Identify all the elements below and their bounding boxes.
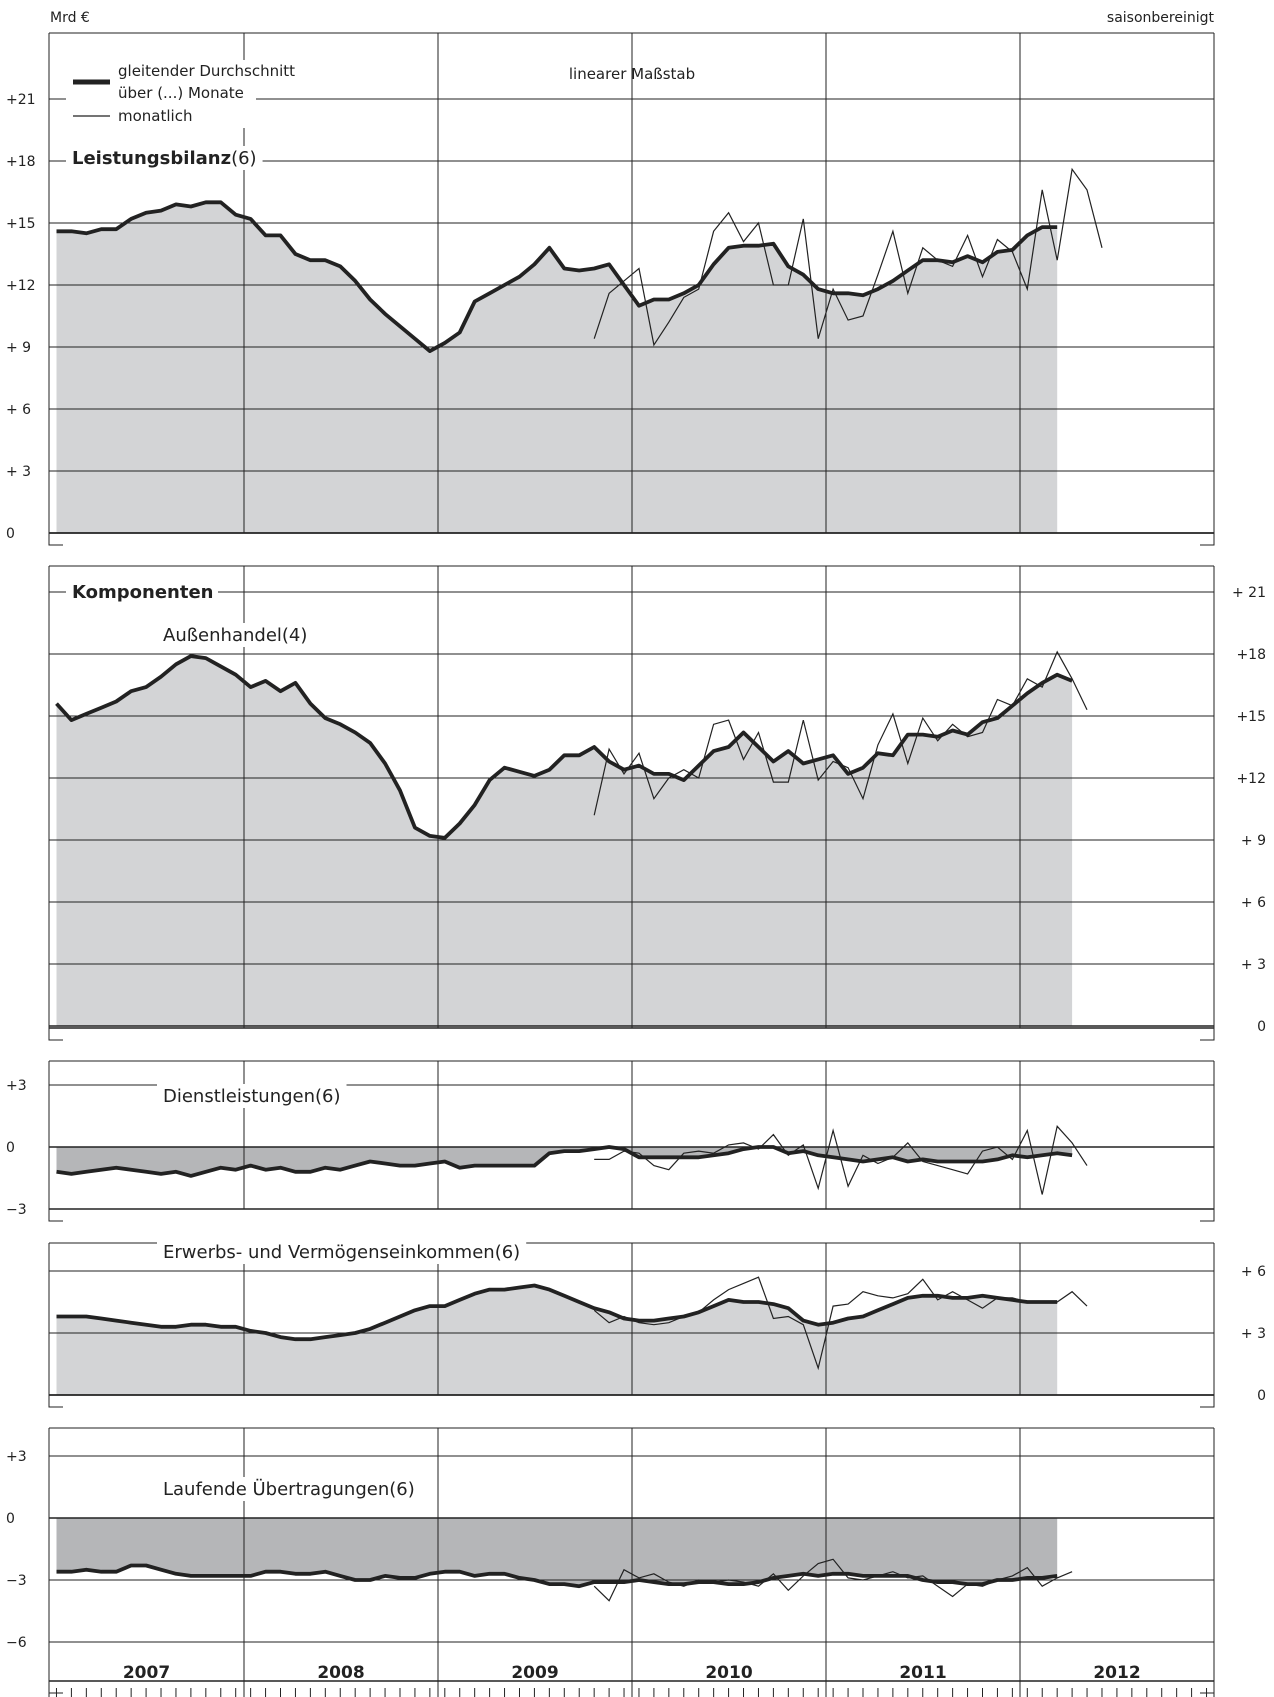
aussenhandel-title-text: Außenhandel [163, 625, 282, 646]
leistungsbilanz-window-text: (6) [231, 148, 257, 169]
leistungsbilanz-tick-label: + 3 [6, 464, 31, 480]
dienstleistungen-title: Dienstleistungen (6) [157, 1084, 347, 1108]
aussenhandel-tick-label: +18 [1236, 647, 1266, 663]
aussenhandel-tick-label: 0 [1257, 1019, 1266, 1035]
leistungsbilanz-tick-label: + 6 [6, 402, 31, 418]
dienstleistungen-title-backing [157, 1084, 347, 1108]
panel-dienstleistungen: −3 0 +3 Dienstleistungen (6) [6, 1060, 1215, 1222]
legend: gleitender Durchschnitt über (...) Monat… [73, 62, 295, 125]
erwerbseinkommen-tick-label: 0 [1257, 1388, 1266, 1404]
aussenhandel-average-line [55, 654, 1073, 840]
uebertragungen-window-text: (6) [389, 1479, 415, 1500]
leistungsbilanz-bracket [48, 533, 63, 546]
aussenhandel-window-text: (4) [282, 625, 308, 646]
aussenhandel-title: Außenhandel (4) [157, 623, 314, 647]
erwerbseinkommen-tick-label: + 3 [1241, 1326, 1266, 1342]
erwerbseinkommen-title-text: Erwerbs- und Vermögenseinkommen [163, 1242, 495, 1263]
adjustment-note: saisonbereinigt [1107, 10, 1215, 26]
uebertragungen-area [56, 1518, 1058, 1587]
year-label-2010: 2010 [705, 1663, 752, 1683]
erwerbseinkommen-bracket [1200, 1395, 1215, 1408]
dienstleistungen-title-text: Dienstleistungen [163, 1086, 315, 1107]
erwerbseinkommen-title: Erwerbs- und Vermögenseinkommen (6) [157, 1240, 527, 1264]
leistungsbilanz-tick-label: + 9 [6, 340, 31, 356]
uebertragungen-tick-label: −3 [6, 1573, 27, 1589]
year-label-2008: 2008 [317, 1663, 364, 1683]
year-axis: 2007 2008 2009 2010 2011 2012 [48, 1663, 1215, 1697]
leistungsbilanz-area [56, 202, 1058, 534]
panels: 0 + 3 + 6 + 9 +12 +15 +18 +21 Leistungsbilanz (6… [6, 32, 1266, 1694]
erwerbseinkommen-window-text: (6) [495, 1242, 521, 1263]
legend-avg-label-1: gleitender Durchschnitt [118, 62, 295, 80]
section-title-komponenten: Komponenten [72, 582, 213, 603]
leistungsbilanz-title-text: Leistungsbilanz [72, 148, 231, 169]
uebertragungen-title-text: Laufende Übertragungen [163, 1478, 389, 1500]
uebertragungen-average-line [56, 1563, 1058, 1589]
aussenhandel-bracket [1200, 1028, 1215, 1041]
leistungsbilanz-tick-label: +15 [6, 216, 36, 232]
leistungsbilanz-tick-label: +18 [6, 154, 36, 170]
panel-aussenhandel: 0 + 3 + 6 + 9 +12 +15 +18 + 21 Außenhandel (4) [48, 565, 1266, 1041]
uebertragungen-tick-label: +3 [6, 1449, 27, 1465]
dienstleistungen-window-text: (6) [315, 1086, 341, 1107]
aussenhandel-tick-label: + 3 [1241, 957, 1266, 973]
erwerbseinkommen-area [56, 1285, 1058, 1395]
year-label-2007: 2007 [123, 1663, 170, 1683]
aussenhandel-tick-label: + 6 [1241, 895, 1266, 911]
leistungsbilanz-title-backing [66, 146, 263, 170]
leistungsbilanz-monthly-line [593, 167, 1103, 347]
year-label-2011: 2011 [899, 1663, 946, 1683]
leistungsbilanz-bracket [1200, 533, 1215, 546]
aussenhandel-title-backing [157, 623, 314, 647]
uebertragungen-tick-label: 0 [6, 1511, 15, 1527]
dienstleistungen-tick-label: −3 [6, 1202, 27, 1218]
section-title-backing [66, 582, 218, 606]
dienstleistungen-tick-label: +3 [6, 1078, 27, 1094]
leistungsbilanz-tick-label: +21 [6, 92, 36, 108]
aussenhandel-tick-label: + 21 [1232, 585, 1266, 601]
dienstleistungen-bracket [48, 1209, 63, 1222]
leistungsbilanz-title: Leistungsbilanz (6) [66, 146, 263, 170]
aussenhandel-bracket [48, 1028, 63, 1041]
erwerbseinkommen-average-line [56, 1283, 1058, 1342]
erwerbseinkommen-title-backing [157, 1240, 527, 1264]
year-label-2012: 2012 [1093, 1663, 1140, 1683]
legend-backing [66, 60, 256, 128]
aussenhandel-tick-label: +15 [1236, 709, 1266, 725]
dienstleistungen-bracket [1200, 1209, 1215, 1222]
dienstleistungen-tick-label: 0 [6, 1140, 15, 1156]
scale-note: linearer Maßstab [569, 65, 695, 83]
dienstleistungen-average-line [56, 1145, 1073, 1178]
uebertragungen-tick-label: −6 [6, 1635, 27, 1651]
uebertragungen-title: Laufende Übertragungen (6) [157, 1477, 421, 1501]
legend-monthly-label: monatlich [118, 107, 192, 125]
aussenhandel-area [56, 656, 1073, 1026]
erwerbseinkommen-bracket [48, 1395, 63, 1408]
leistungsbilanz-tick-label: 0 [6, 526, 15, 542]
aussenhandel-tick-label: +12 [1236, 771, 1266, 787]
erwerbseinkommen-tick-label: + 6 [1241, 1264, 1266, 1280]
aussenhandel-tick-label: + 9 [1241, 833, 1266, 849]
legend-avg-label-2: über (...) Monate [118, 84, 244, 102]
panel-uebertragungen: −6 −3 0 +3 Laufende Übertragungen (6) [6, 1427, 1215, 1694]
year-label-2009: 2009 [511, 1663, 558, 1683]
leistungsbilanz-average-line [56, 200, 1058, 353]
uebertragungen-title-backing [157, 1477, 421, 1501]
panel-erwerbseinkommen: 0 + 3 + 6 Erwerbs- und Vermögenseinkommen (… [48, 1240, 1266, 1408]
unit-label: Mrd € [50, 10, 90, 26]
leistungsbilanz-tick-label: +12 [6, 278, 36, 294]
dienstleistungen-monthly-line [594, 1125, 1088, 1195]
